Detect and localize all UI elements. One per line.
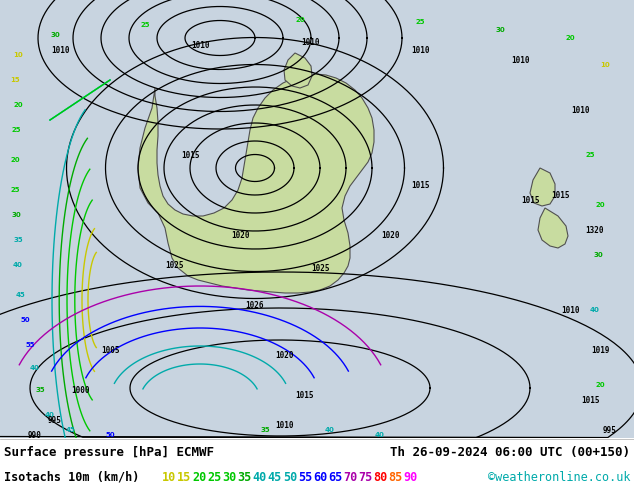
- Text: 15: 15: [177, 470, 191, 484]
- Text: 55: 55: [298, 470, 312, 484]
- Text: 25: 25: [415, 19, 425, 25]
- Text: 40: 40: [590, 307, 600, 313]
- Text: Th 26-09-2024 06:00 UTC (00+150): Th 26-09-2024 06:00 UTC (00+150): [390, 446, 630, 459]
- Text: 40: 40: [325, 427, 335, 433]
- Polygon shape: [538, 208, 568, 248]
- Text: Isotachs 10m (km/h): Isotachs 10m (km/h): [4, 470, 139, 484]
- Text: 85: 85: [389, 470, 403, 484]
- Polygon shape: [530, 168, 555, 206]
- Text: 35: 35: [238, 470, 252, 484]
- Text: 45: 45: [15, 292, 25, 298]
- Text: 65: 65: [328, 470, 342, 484]
- Text: 50: 50: [283, 470, 297, 484]
- Text: 40: 40: [375, 432, 385, 438]
- Text: 1000: 1000: [71, 386, 89, 394]
- Text: ©weatheronline.co.uk: ©weatheronline.co.uk: [488, 470, 630, 484]
- Text: 10: 10: [162, 470, 176, 484]
- Text: 40: 40: [45, 412, 55, 418]
- Text: 20: 20: [595, 202, 605, 208]
- Text: 45: 45: [268, 470, 282, 484]
- Text: 1005: 1005: [101, 345, 119, 354]
- Text: 45: 45: [65, 427, 75, 433]
- Text: 60: 60: [313, 470, 327, 484]
- Text: 50: 50: [20, 317, 30, 323]
- Text: 1015: 1015: [411, 180, 429, 190]
- Text: 30: 30: [11, 212, 21, 218]
- Text: 30: 30: [223, 470, 236, 484]
- Text: 30: 30: [593, 252, 603, 258]
- Text: Surface pressure [hPa] ECMWF: Surface pressure [hPa] ECMWF: [4, 446, 214, 459]
- Text: 35: 35: [260, 427, 270, 433]
- Text: 1010: 1010: [51, 46, 69, 54]
- Text: 20: 20: [565, 35, 575, 41]
- Text: 20: 20: [10, 157, 20, 163]
- Text: 40: 40: [30, 365, 40, 371]
- Text: 20: 20: [595, 382, 605, 388]
- Text: 10: 10: [600, 62, 610, 68]
- Text: 10: 10: [13, 52, 23, 58]
- Text: 1015: 1015: [551, 191, 569, 199]
- Text: 25: 25: [10, 187, 20, 193]
- Text: 35: 35: [36, 387, 45, 393]
- Text: 35: 35: [13, 237, 23, 243]
- Text: 25: 25: [585, 152, 595, 158]
- Text: 1015: 1015: [581, 395, 599, 405]
- Text: 1010: 1010: [571, 105, 589, 115]
- Text: 30: 30: [495, 27, 505, 33]
- Text: 40: 40: [13, 262, 23, 268]
- Text: 995: 995: [48, 416, 62, 424]
- Text: 25: 25: [207, 470, 221, 484]
- Polygon shape: [284, 53, 312, 88]
- Text: 1020: 1020: [231, 230, 249, 240]
- Text: 75: 75: [358, 470, 373, 484]
- Text: 1010: 1010: [191, 41, 209, 49]
- Text: 80: 80: [373, 470, 387, 484]
- Text: 995: 995: [603, 425, 617, 435]
- Text: 1010: 1010: [301, 38, 320, 47]
- Text: 1020: 1020: [276, 350, 294, 360]
- Text: 1320: 1320: [586, 225, 604, 235]
- Polygon shape: [138, 74, 374, 293]
- Text: 30: 30: [50, 32, 60, 38]
- Text: 25: 25: [11, 127, 21, 133]
- Text: 990: 990: [28, 431, 42, 440]
- Text: 50: 50: [105, 432, 115, 438]
- Text: 1015: 1015: [181, 150, 199, 160]
- Text: 1025: 1025: [165, 261, 184, 270]
- Text: 1020: 1020: [381, 230, 399, 240]
- Text: 20: 20: [295, 17, 305, 23]
- Text: 1010: 1010: [560, 305, 579, 315]
- Text: 1015: 1015: [521, 196, 540, 204]
- Text: 1015: 1015: [295, 391, 314, 399]
- Text: 20: 20: [192, 470, 207, 484]
- Text: 1025: 1025: [311, 264, 329, 272]
- Text: 90: 90: [404, 470, 418, 484]
- Text: 55: 55: [25, 342, 35, 348]
- Text: 1010: 1010: [411, 46, 429, 54]
- Text: 1010: 1010: [276, 420, 294, 430]
- Text: 1010: 1010: [511, 55, 529, 65]
- Text: 40: 40: [252, 470, 267, 484]
- Text: 1026: 1026: [246, 300, 264, 310]
- Text: 15: 15: [10, 77, 20, 83]
- Text: 1019: 1019: [591, 345, 609, 354]
- Text: 20: 20: [13, 102, 23, 108]
- Text: 25: 25: [140, 22, 150, 28]
- Text: 70: 70: [343, 470, 358, 484]
